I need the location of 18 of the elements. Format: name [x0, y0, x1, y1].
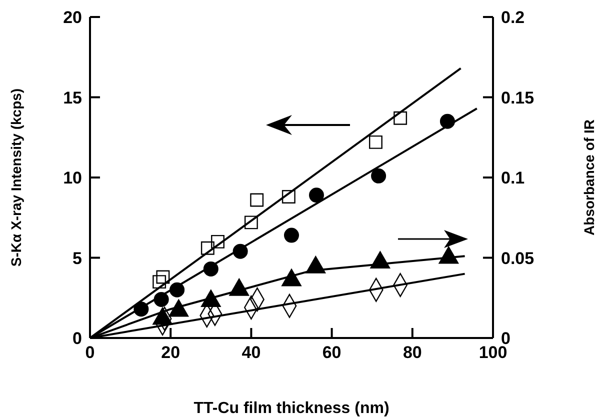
- y-tick-label: 5: [72, 248, 82, 268]
- x-axis-title: TT-Cu film thickness (nm): [194, 400, 390, 417]
- x-tick-label: 20: [161, 343, 180, 362]
- y-tick-label: 15: [63, 88, 82, 108]
- y2-tick-label: 0.1: [501, 168, 525, 188]
- x-tick-label: 80: [402, 343, 422, 362]
- x-tick-label: 40: [242, 343, 261, 362]
- x-tick-label: 100: [478, 343, 508, 362]
- y2-axis-title: Absorbance of IR: [580, 120, 595, 236]
- x-tick-label: 60: [322, 343, 342, 362]
- y2-tick-label: 0.2: [501, 8, 525, 28]
- y2-tick-label: 0.05: [501, 248, 534, 268]
- x-tick-label: 0: [85, 343, 95, 362]
- y-tick-label: 10: [63, 168, 82, 188]
- y-tick-label: 0: [72, 329, 82, 348]
- y-axis-title: S-Kα X-ray Intensity (kcps): [8, 88, 24, 267]
- y2-tick-label: 0.15: [501, 88, 534, 108]
- y-tick-label: 20: [63, 8, 82, 28]
